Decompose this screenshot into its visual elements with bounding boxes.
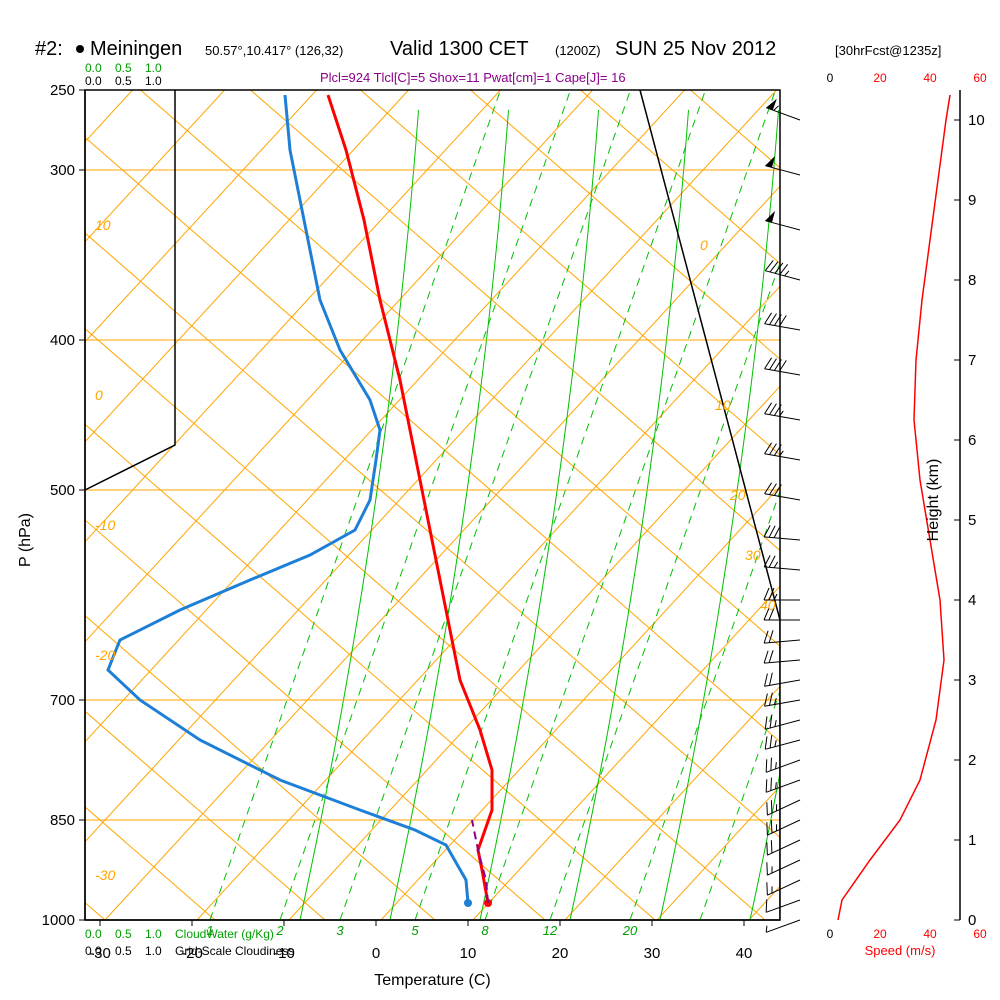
svg-text:20: 20: [873, 927, 887, 941]
svg-text:30: 30: [745, 547, 761, 563]
svg-text:8: 8: [481, 923, 489, 938]
skewt-svg: #2: Meiningen 50.57°,10.417° (126,32) Valid…: [0, 0, 1000, 1000]
svg-text:12: 12: [543, 923, 558, 938]
svg-text:500: 500: [50, 482, 75, 499]
svg-text:1.0: 1.0: [145, 944, 162, 958]
svg-text:2: 2: [968, 752, 976, 769]
svg-text:0.5: 0.5: [115, 927, 132, 941]
svg-text:0: 0: [95, 387, 103, 403]
svg-text:10: 10: [715, 397, 731, 413]
svg-text:300: 300: [50, 162, 75, 179]
svg-text:400: 400: [50, 332, 75, 349]
svg-text:6: 6: [968, 432, 976, 449]
svg-text:10: 10: [968, 112, 985, 129]
svg-text:1.0: 1.0: [145, 927, 162, 941]
svg-text:9: 9: [968, 192, 976, 209]
svg-text:50.57°,10.417° (126,32): 50.57°,10.417° (126,32): [205, 43, 343, 58]
svg-text:850: 850: [50, 812, 75, 829]
svg-text:20: 20: [873, 71, 887, 85]
svg-text:[30hrFcst@1235z]: [30hrFcst@1235z]: [835, 43, 941, 58]
svg-text:30: 30: [644, 945, 661, 962]
svg-text:-30: -30: [95, 867, 115, 883]
svg-text:0.5: 0.5: [115, 74, 132, 88]
svg-text:0: 0: [700, 237, 708, 253]
skewt-diagram: #2: Meiningen 50.57°,10.417° (126,32) Valid…: [0, 0, 1000, 1000]
svg-text:60: 60: [973, 71, 987, 85]
svg-text:Meiningen: Meiningen: [90, 38, 182, 60]
svg-text:-20: -20: [95, 647, 115, 663]
svg-text:Temperature (C): Temperature (C): [374, 972, 490, 989]
svg-text:Speed (m/s): Speed (m/s): [865, 943, 936, 958]
svg-text:20: 20: [552, 945, 569, 962]
svg-text:10: 10: [460, 945, 477, 962]
svg-text:P (hPa): P (hPa): [17, 513, 34, 567]
svg-text:1000: 1000: [42, 912, 75, 929]
svg-text:2: 2: [275, 923, 284, 938]
svg-text:(1200Z): (1200Z): [555, 43, 601, 58]
svg-text:60: 60: [973, 927, 987, 941]
svg-text:CloudWater (g/Kg): CloudWater (g/Kg): [175, 927, 274, 941]
svg-text:1.0: 1.0: [145, 61, 162, 75]
svg-text:1: 1: [206, 923, 213, 938]
svg-text:-10: -10: [95, 517, 115, 533]
svg-text:8: 8: [968, 272, 976, 289]
svg-text:20: 20: [622, 923, 638, 938]
svg-text:0.0: 0.0: [85, 944, 102, 958]
svg-text:0: 0: [827, 71, 834, 85]
svg-text:40: 40: [760, 597, 776, 613]
svg-text:SUN 25 Nov 2012: SUN 25 Nov 2012: [615, 38, 776, 60]
svg-text:#2:: #2:: [35, 38, 63, 60]
svg-text:700: 700: [50, 692, 75, 709]
svg-text:Valid 1300 CET: Valid 1300 CET: [390, 38, 529, 60]
svg-text:0.5: 0.5: [115, 944, 132, 958]
svg-text:3: 3: [968, 672, 976, 689]
svg-text:Grid-Scale Cloudiness: Grid-Scale Cloudiness: [175, 944, 294, 958]
svg-text:Plcl=924 Tlcl[C]=5 Shox=11 Pwa: Plcl=924 Tlcl[C]=5 Shox=11 Pwat[cm]=1 Ca…: [320, 70, 626, 85]
svg-text:0.5: 0.5: [115, 61, 132, 75]
svg-text:5: 5: [968, 512, 976, 529]
svg-text:1.0: 1.0: [145, 74, 162, 88]
svg-text:0.0: 0.0: [85, 61, 102, 75]
svg-text:0.0: 0.0: [85, 927, 102, 941]
svg-text:10: 10: [95, 217, 111, 233]
svg-text:0: 0: [372, 945, 380, 962]
svg-text:5: 5: [411, 923, 419, 938]
svg-text:40: 40: [923, 71, 937, 85]
svg-text:3: 3: [336, 923, 344, 938]
svg-text:4: 4: [968, 592, 976, 609]
svg-text:250: 250: [50, 82, 75, 99]
svg-text:20: 20: [729, 487, 746, 503]
svg-text:0: 0: [827, 927, 834, 941]
svg-text:1: 1: [968, 832, 976, 849]
svg-text:40: 40: [736, 945, 753, 962]
svg-text:7: 7: [968, 352, 976, 369]
svg-text:Height (km): Height (km): [925, 459, 942, 542]
svg-text:0.0: 0.0: [85, 74, 102, 88]
svg-text:40: 40: [923, 927, 937, 941]
